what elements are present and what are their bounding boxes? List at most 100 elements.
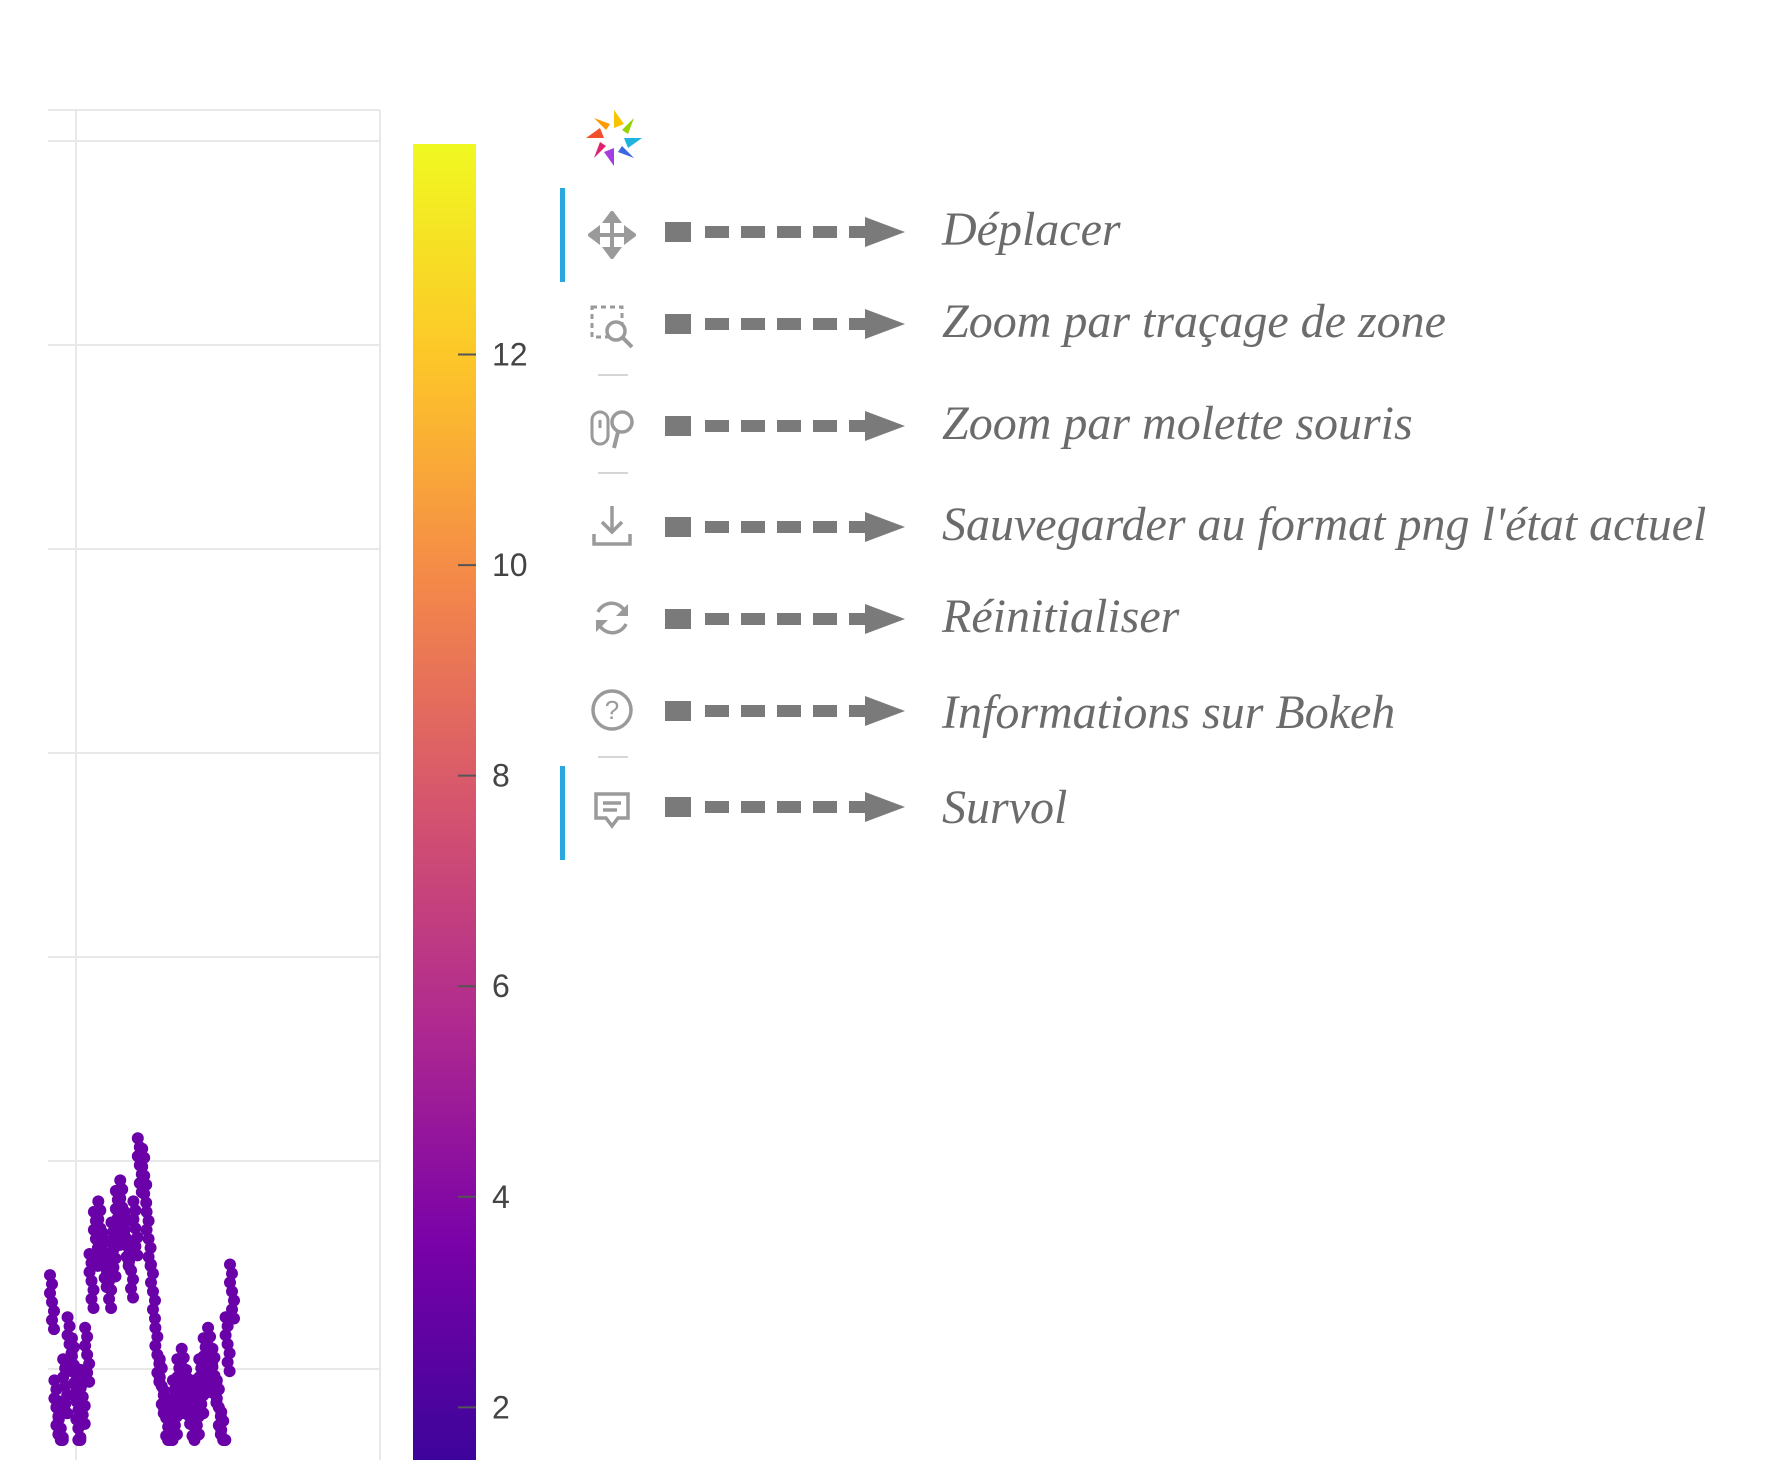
scatter-point xyxy=(153,1353,166,1366)
scatter-point xyxy=(129,1204,142,1217)
help-tool-button[interactable]: ? xyxy=(580,678,644,742)
scatter-point xyxy=(116,1183,129,1196)
scatter-point xyxy=(226,1303,238,1316)
scatter-point xyxy=(136,1160,149,1173)
scatter-point xyxy=(138,1151,151,1164)
scatter-point xyxy=(224,1276,236,1289)
box-zoom-tool-button[interactable] xyxy=(580,295,644,359)
scatter-plot[interactable] xyxy=(0,0,400,1469)
svg-text:?: ? xyxy=(605,695,619,725)
help-icon: ? xyxy=(591,689,633,731)
scatter-point xyxy=(76,1390,89,1403)
annotation-arrow xyxy=(665,512,905,542)
scatter-point xyxy=(92,1213,105,1226)
bokeh-logo[interactable] xyxy=(582,106,646,170)
scatter-point xyxy=(146,1285,159,1298)
scatter-point xyxy=(149,1321,162,1334)
scatter-point xyxy=(151,1330,164,1343)
scatter-point xyxy=(109,1252,122,1265)
scatter-point xyxy=(85,1275,98,1288)
scatter-point xyxy=(140,1196,153,1209)
label-box-zoom: Zoom par traçage de zone xyxy=(942,295,1446,348)
hover-active-indicator xyxy=(560,766,565,860)
wheel-zoom-tool-button[interactable] xyxy=(580,396,644,460)
annotation-arrow xyxy=(665,309,905,339)
color-bar-tick-label: 12 xyxy=(492,337,528,373)
scatter-point xyxy=(74,1381,87,1394)
plot-area[interactable] xyxy=(0,0,400,1469)
reset-icon xyxy=(596,601,628,635)
scatter-point xyxy=(175,1342,188,1355)
scatter-point xyxy=(140,1178,153,1191)
scatter-point xyxy=(44,1287,56,1300)
scatter-point xyxy=(127,1195,140,1208)
box-zoom-icon xyxy=(590,305,634,349)
save-tool-button[interactable] xyxy=(580,494,644,558)
scatter-point xyxy=(226,1285,238,1298)
scatter-point xyxy=(195,1398,208,1411)
scatter-point xyxy=(103,1293,116,1306)
scatter-point xyxy=(79,1321,92,1334)
scatter-point xyxy=(109,1270,122,1283)
pan-active-indicator xyxy=(560,188,565,282)
scatter-point xyxy=(83,1375,96,1388)
scatter-point xyxy=(94,1204,107,1217)
scatter-point xyxy=(61,1407,74,1420)
scatter-point xyxy=(136,1142,149,1155)
scatter-point xyxy=(221,1356,234,1369)
color-bar: 12 10 8 6 4 2 xyxy=(413,144,528,1460)
scatter-point xyxy=(155,1362,168,1375)
label-help: Informations sur Bokeh xyxy=(942,686,1396,739)
toolbar-divider xyxy=(598,472,628,474)
scatter-point xyxy=(204,1330,217,1343)
scatter-point xyxy=(65,1350,78,1363)
scatter-point xyxy=(118,1223,131,1236)
scatter-point xyxy=(138,1169,151,1182)
color-bar-tick-label: 6 xyxy=(492,968,510,1004)
hover-icon xyxy=(594,792,630,829)
scatter-point xyxy=(67,1341,80,1354)
scatter-point xyxy=(105,1302,118,1315)
scatter-point xyxy=(197,1407,210,1420)
scatter-point xyxy=(226,1267,238,1280)
save-icon xyxy=(592,506,632,546)
scatter-point xyxy=(131,1231,144,1244)
scatter-point xyxy=(144,1241,157,1254)
scatter-point xyxy=(44,1269,56,1282)
annotation-arrow xyxy=(665,792,905,822)
scatter-point xyxy=(129,1240,142,1253)
scatter-point xyxy=(105,1284,118,1297)
scatter-point xyxy=(54,1422,67,1435)
scatter-point xyxy=(146,1303,159,1316)
color-bar-gradient xyxy=(413,144,476,1460)
scatter-point xyxy=(138,1187,151,1200)
scatter-point xyxy=(215,1423,228,1436)
reset-tool-button[interactable] xyxy=(580,586,644,650)
scatter-point xyxy=(79,1339,92,1352)
scatter-point xyxy=(78,1417,91,1430)
hover-tool-button[interactable] xyxy=(580,778,644,842)
annotation-arrow xyxy=(665,217,905,247)
scatter-point xyxy=(217,1414,230,1427)
pan-icon xyxy=(588,211,636,259)
scatter-point xyxy=(46,1314,58,1327)
scatter-point xyxy=(223,1365,236,1378)
scatter-point xyxy=(223,1347,236,1360)
scatter-point xyxy=(48,1323,60,1336)
scatter-point xyxy=(221,1338,234,1351)
scatter-point xyxy=(140,1205,153,1218)
scatter-point xyxy=(57,1371,70,1384)
scatter-point xyxy=(48,1305,60,1318)
pan-tool-button[interactable] xyxy=(580,203,644,267)
annotation-arrow xyxy=(665,604,905,634)
scatter-point xyxy=(149,1339,162,1352)
scatter-point xyxy=(210,1374,223,1387)
color-bar-tick-label: 10 xyxy=(492,547,528,583)
scatter-point xyxy=(212,1383,225,1396)
scatter-point xyxy=(59,1398,72,1411)
scatter-point xyxy=(127,1213,140,1226)
scatter-point xyxy=(140,1223,153,1236)
label-wheel-zoom: Zoom par molette souris xyxy=(942,397,1413,450)
scatter-point xyxy=(85,1293,98,1306)
scatter-point xyxy=(78,1399,91,1412)
